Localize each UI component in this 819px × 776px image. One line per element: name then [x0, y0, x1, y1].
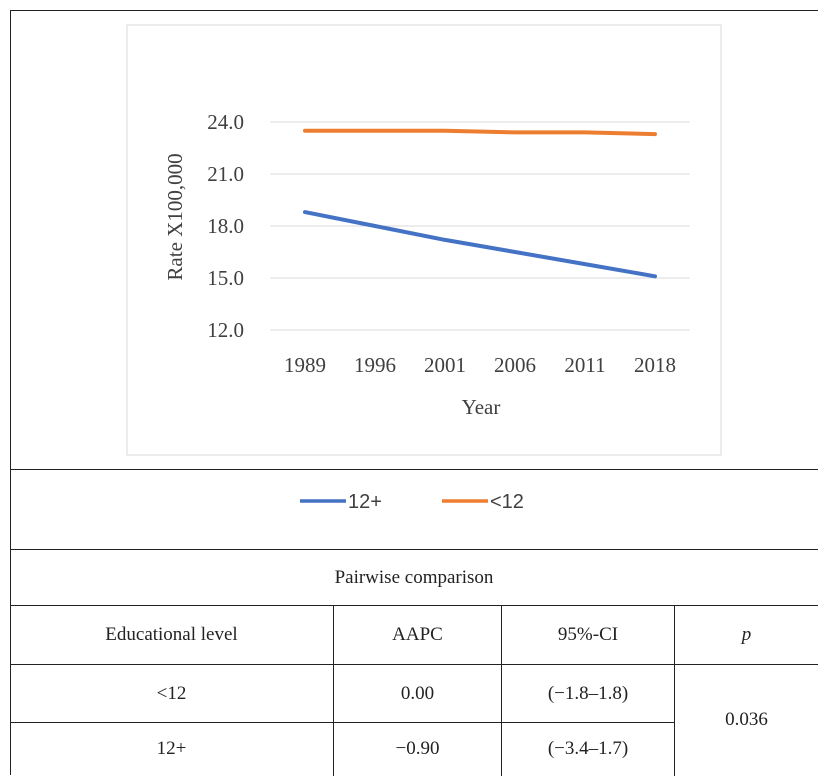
col-divider-3 [674, 605, 675, 776]
figure-frame [10, 10, 818, 775]
x-tick-label: 2001 [424, 353, 466, 377]
y-axis-title: Rate X100,000 [163, 153, 187, 280]
x-tick-label: 1989 [284, 353, 326, 377]
row2-aapc: −0.90 [395, 738, 440, 759]
row1-ci: (−1.8–1.8) [547, 682, 629, 704]
col-divider-2 [501, 605, 502, 776]
chart-area [126, 24, 722, 456]
row2-level: 12+ [156, 738, 187, 759]
line-chart: 12.0 15.0 18.0 21.0 24.0 1989 1996 2001 2006 201… [126, 24, 722, 456]
header-aapc: AAPC [392, 624, 443, 645]
x-tick-labels: 1989 1996 2001 2006 2011 2018 [284, 353, 676, 377]
row1-aapc: 0.00 [400, 682, 435, 704]
x-tick-label: 2006 [494, 353, 536, 377]
x-axis-title: Year [462, 395, 501, 419]
header-educational-level: Educational level [105, 624, 238, 645]
header-p: p [741, 624, 752, 645]
y-tick-label: 21.0 [207, 162, 244, 186]
y-tick-label: 18.0 [207, 214, 244, 238]
x-tick-label: 2018 [634, 353, 676, 377]
col-divider-1 [333, 605, 334, 776]
y-tick-label: 15.0 [207, 266, 244, 290]
divider-chart-legend [10, 469, 818, 470]
p-value: 0.036 [725, 709, 768, 730]
y-tick-label: 24.0 [207, 110, 244, 134]
row1-level: <12 [156, 682, 187, 704]
table-title: Pairwise comparison [334, 566, 494, 588]
row2-ci: (−3.4–1.7) [547, 738, 629, 759]
series-line-lt12 [303, 128, 657, 137]
legend-label-12plus: 12+ [348, 491, 382, 513]
divider-header-rows [10, 664, 818, 665]
x-tick-label: 2011 [564, 353, 605, 377]
header-ci: 95%-CI [557, 624, 619, 645]
series-line-12plus [303, 210, 657, 279]
divider-title-header [10, 605, 818, 606]
gridlines [270, 121, 690, 331]
legend-label-lt12: <12 [490, 491, 524, 513]
legend: 12+ <12 [300, 491, 524, 513]
series-lines [303, 128, 657, 279]
y-tick-labels: 12.0 15.0 18.0 21.0 24.0 [207, 110, 244, 342]
x-tick-label: 1996 [354, 353, 396, 377]
divider-legend-table [10, 549, 818, 550]
y-tick-label: 12.0 [207, 318, 244, 342]
divider-row1-row2 [10, 722, 674, 723]
